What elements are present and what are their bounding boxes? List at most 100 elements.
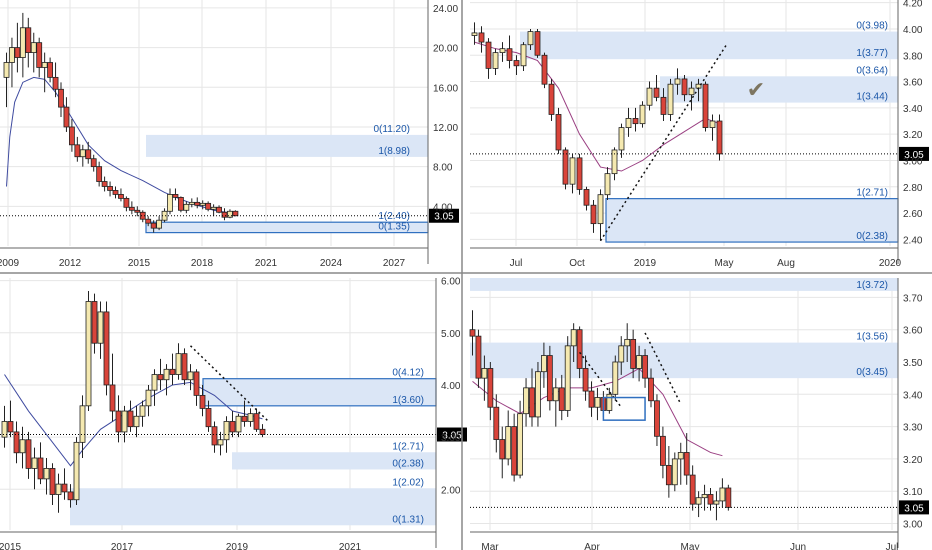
candle-body <box>688 87 695 96</box>
candle-body <box>169 368 176 375</box>
candle-body <box>660 435 666 466</box>
candle-body <box>163 368 170 381</box>
candle-body <box>604 173 611 196</box>
fib-zone <box>520 31 898 60</box>
candle-body <box>37 457 44 480</box>
candle-body <box>564 345 571 411</box>
y-tick-label: 4.00 <box>441 381 461 392</box>
x-tick-label: 2021 <box>339 542 362 550</box>
candle-body <box>493 406 500 440</box>
candle-body <box>43 468 50 480</box>
candle-body <box>713 500 720 505</box>
y-tick-label: 2.60 <box>903 209 923 220</box>
candle-body <box>112 190 119 195</box>
y-tick-label: 4.00 <box>903 25 923 36</box>
candle-body <box>719 487 726 502</box>
candle-body <box>97 311 104 344</box>
fib-level-label: 0(3.64) <box>856 65 888 76</box>
moving-average-line <box>474 41 720 172</box>
candle-body <box>139 405 146 417</box>
candle-body <box>247 413 254 422</box>
drawn-rectangle <box>602 396 646 421</box>
candle-body <box>695 497 702 505</box>
candle-body <box>211 426 218 446</box>
y-tick-label: 3.60 <box>903 326 923 337</box>
fib-level-label: 1(2.71) <box>856 188 888 199</box>
fib-level-label: 1(3.56) <box>856 332 888 343</box>
y-tick-label: 3.30 <box>903 423 923 434</box>
candle-body <box>205 202 212 210</box>
candle-body <box>145 389 152 407</box>
candle-body <box>511 426 518 476</box>
fib-zone <box>605 198 899 243</box>
y-tick-label: 3.60 <box>903 78 923 89</box>
candle-body <box>674 78 681 85</box>
chart-pane-bottom-right: 1(3.72) 1(3.56) 0(3.45) 3.05 3.70 3.60 3.50 3.4… <box>469 278 929 550</box>
candle-body <box>612 361 619 395</box>
candle-body <box>85 301 92 407</box>
candle-body <box>582 368 589 392</box>
candle-body <box>58 88 64 108</box>
candle-body <box>3 62 10 78</box>
y-tick-label: 2.80 <box>903 183 923 194</box>
y-tick-label: 8.00 <box>433 163 453 174</box>
check-mark-icon: ✔ <box>747 77 765 102</box>
last-price-tag <box>429 208 459 223</box>
fib-level-label: 1(3.60) <box>392 395 424 406</box>
candle-body <box>61 483 68 493</box>
candle-body <box>30 42 37 53</box>
candle-body <box>157 374 164 381</box>
candle-body <box>716 120 723 155</box>
candle-body <box>118 194 124 199</box>
fib-zone <box>660 76 898 103</box>
candle-body <box>133 415 140 428</box>
candle-body <box>177 196 184 211</box>
candle-body <box>109 384 116 412</box>
candle-body <box>91 301 98 344</box>
candle-body <box>25 27 32 53</box>
candle-body <box>499 439 506 460</box>
candle-body <box>123 197 130 208</box>
candle-body <box>139 211 146 220</box>
candle-body <box>594 397 601 408</box>
candle-body <box>188 201 195 205</box>
fib-level-label: 1(8.98) <box>378 146 410 157</box>
candle-body <box>590 204 597 225</box>
candle-body <box>13 431 20 454</box>
y-tick-label: 20.00 <box>433 44 458 55</box>
candle-body <box>151 374 158 391</box>
candle-body <box>156 219 163 229</box>
candle-body <box>31 457 38 469</box>
x-tick-label: 2024 <box>320 258 343 269</box>
candle-body <box>67 491 74 501</box>
y-tick-label: 12.00 <box>433 123 458 134</box>
candle-body <box>128 206 135 211</box>
candle-body <box>505 426 512 460</box>
candle-body <box>194 201 201 206</box>
candle-body <box>654 400 660 437</box>
x-tick-label: Oct <box>569 258 585 269</box>
candle-body <box>167 194 173 212</box>
candle-body <box>485 41 492 69</box>
candle-body <box>187 371 194 381</box>
fib-zone <box>146 134 428 157</box>
fib-level-label: 0(4.12) <box>392 368 424 379</box>
candle-body <box>85 149 92 160</box>
x-tick-label: Apr <box>584 542 600 550</box>
candle-body <box>469 329 476 337</box>
y-tick-label: 3.40 <box>903 390 923 401</box>
candle-body <box>25 439 32 469</box>
candle-body <box>90 158 97 168</box>
candle-body <box>523 387 529 415</box>
candle-body <box>534 31 541 56</box>
candle-body <box>241 415 248 422</box>
candle-body <box>725 487 732 508</box>
trend-line <box>579 351 622 408</box>
candle-body <box>546 355 553 402</box>
last-price-tag <box>899 146 929 161</box>
candle-body <box>221 211 228 218</box>
fib-level-label: 1(3.72) <box>856 280 888 291</box>
candle-body <box>7 421 14 433</box>
candle-body <box>216 206 222 213</box>
candle-body <box>576 157 583 190</box>
